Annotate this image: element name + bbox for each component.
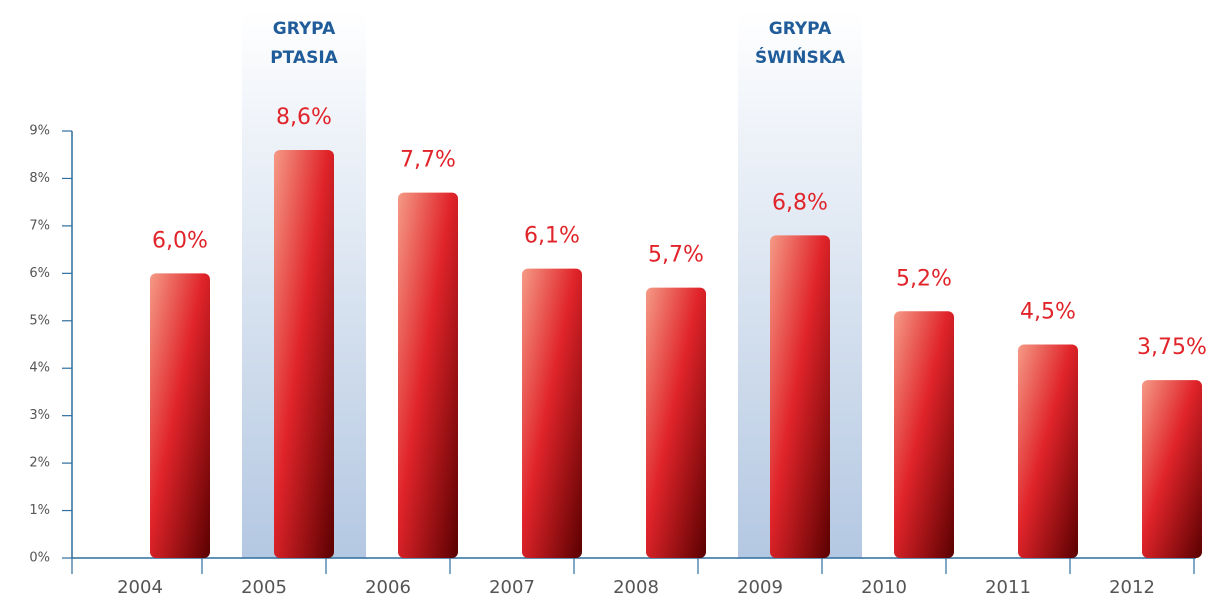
y-tick-label: 0% (29, 551, 50, 566)
value-label: 6,8% (772, 190, 828, 215)
annotation: GRYPA (769, 19, 832, 39)
y-tick-label: 5% (29, 313, 50, 328)
value-label: 8,6% (276, 105, 332, 130)
value-label: 4,5% (1020, 300, 1076, 325)
bar (274, 149, 334, 558)
x-tick-label: 2010 (861, 577, 907, 598)
value-label: 6,0% (152, 228, 208, 253)
annotation: PTASIA (270, 48, 338, 68)
x-tick-label: 2008 (613, 577, 659, 598)
x-tick-label: 2009 (737, 577, 783, 598)
x-tick-label: 2005 (241, 577, 287, 598)
y-tick-label: 2% (29, 456, 50, 471)
bar (894, 311, 954, 558)
x-tick-label: 2007 (489, 577, 535, 598)
plot: GRYPA PTASIA GRYPA ŚWIŃSKA 0% 1% 2% 3% 4% 5% 6% 7% 8… (29, 19, 1207, 598)
value-label: 5,7% (648, 243, 704, 268)
annotation: ŚWIŃSKA (755, 46, 846, 68)
x-tick-label: 2004 (117, 577, 163, 598)
value-label: 6,1% (524, 224, 580, 249)
bar (646, 287, 706, 558)
bar (522, 268, 582, 558)
bar (150, 273, 210, 558)
y-tick-label: 1% (29, 503, 50, 518)
bar (1142, 380, 1202, 558)
value-label: 5,2% (896, 266, 952, 291)
x-tick-label: 2012 (1109, 577, 1155, 598)
value-label: 3,75% (1137, 335, 1207, 360)
y-tick-label: 3% (29, 408, 50, 423)
x-tick-label: 2011 (985, 577, 1031, 598)
bar (398, 192, 458, 558)
y-tick-label: 9% (29, 124, 50, 139)
y-tick-label: 4% (29, 361, 50, 376)
y-tick-label: 7% (29, 218, 50, 233)
bar (1018, 344, 1078, 558)
bar (770, 235, 830, 558)
x-tick-label: 2006 (365, 577, 411, 598)
annotation: GRYPA (273, 19, 336, 39)
y-tick-label: 6% (29, 266, 50, 281)
y-tick-label: 8% (29, 171, 50, 186)
value-label: 7,7% (400, 148, 456, 173)
